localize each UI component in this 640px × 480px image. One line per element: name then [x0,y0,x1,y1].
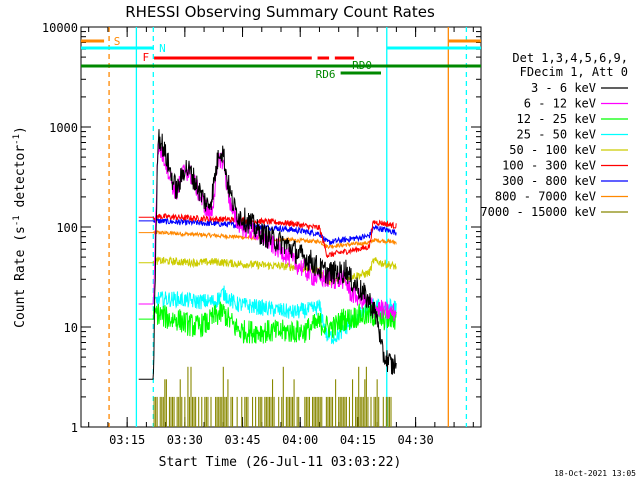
legend-label: 7000 - 15000 keV [480,205,596,219]
rd6-label: RD6 [316,68,336,81]
night-flag-label: N [159,42,166,55]
y-tick-label: 1000 [49,121,78,135]
x-tick-label: 04:30 [398,433,434,447]
y-axis-label: Count Rate (s-1 detector-1) [12,126,28,328]
y-tick-label: 10000 [42,21,78,35]
y-tick-label: 100 [56,221,78,235]
legend-label: 6 - 12 keV [524,97,596,111]
x-axis-label: Start Time (26-Jul-11 03:03:22) [159,455,402,470]
y-tick-label: 1 [71,421,78,435]
x-tick-label: 04:00 [282,433,318,447]
attenuator-lines [108,27,468,427]
flare-flag-label: F [143,51,150,64]
series-group [138,129,397,380]
high-energy-counts [153,366,392,427]
svg-text:Count Rate (s-1 detector-1): Count Rate (s-1 detector-1) [12,126,28,328]
legend-label: 12 - 25 keV [517,112,596,126]
series-line [138,256,397,286]
legend-header: FDecim 1, Att 0 [520,65,628,79]
y-tick-label: 10 [64,321,78,335]
x-tick-label: 04:15 [340,433,376,447]
legend-label: 50 - 100 keV [509,143,596,157]
legend-label: 25 - 50 keV [517,128,596,142]
series-line [138,129,397,380]
legend-label: 300 - 800 keV [502,174,596,188]
legend: Det 1,3,4,5,6,9,FDecim 1, Att 0 3 - 6 keV… [480,51,628,219]
legend-header: Det 1,3,4,5,6,9, [512,51,628,65]
rd0-label: RD0 [352,59,372,72]
status-flags: S NF RD0 RD6 [81,35,481,81]
series-line [138,217,397,245]
x-tick-label: 03:15 [109,433,145,447]
legend-label: 3 - 6 keV [531,81,596,95]
legend-label: 800 - 7000 keV [495,190,596,204]
legend-label: 100 - 300 keV [502,159,596,173]
series-line [138,212,397,258]
x-tick-label: 03:45 [224,433,260,447]
x-tick-label: 03:30 [167,433,203,447]
series-line [138,301,397,344]
timestamp: 18-Oct-2021 13:05 [554,469,636,478]
saa-flag-label: S [114,35,121,48]
plot-frame [80,26,482,428]
chart-title: RHESSI Observing Summary Count Rates [125,3,435,21]
